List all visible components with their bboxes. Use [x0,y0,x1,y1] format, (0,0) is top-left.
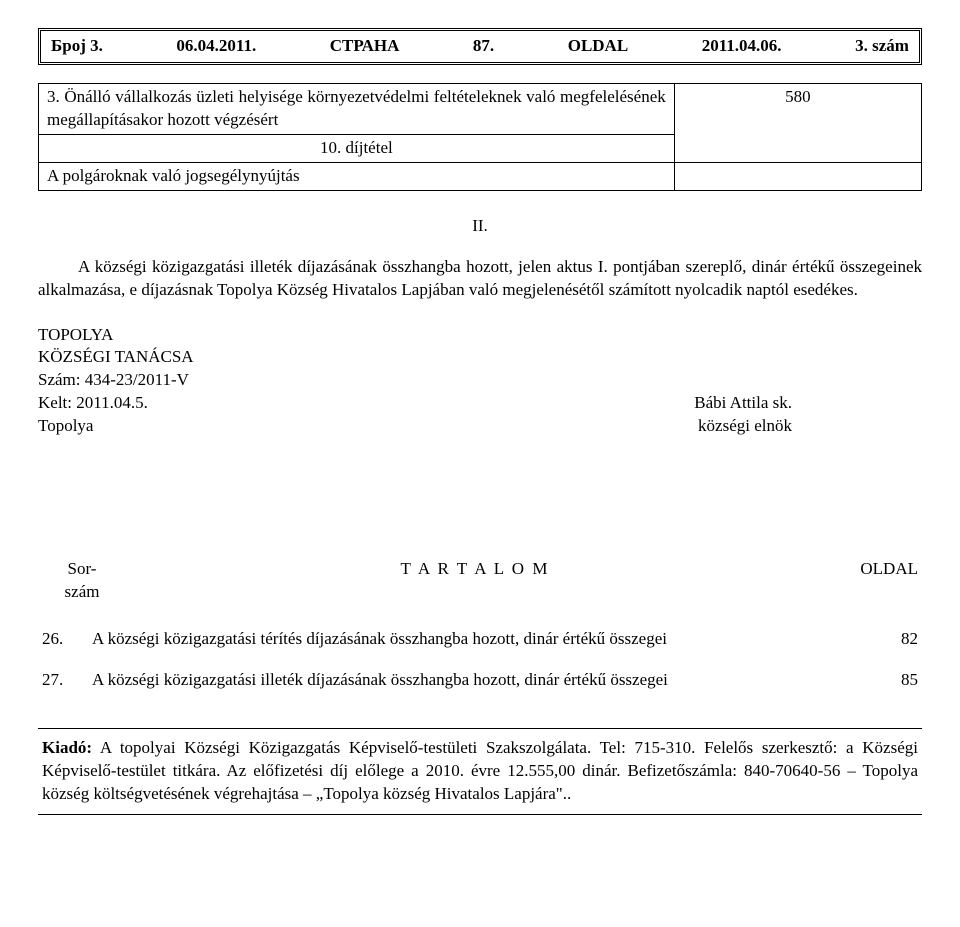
toc-item-text: A községi közigazgatási térítés díjazásá… [92,628,858,651]
toc-sor2: szám [42,581,122,604]
body-paragraph: A községi közigazgatási illeték díjazásá… [38,256,922,302]
hdr-right2: 3. szám [855,35,909,58]
hdr-left2: 06.04.2011. [176,35,256,58]
toc-col-title: T A R T A L O M [122,558,828,604]
hdr-center2: 87. [473,35,494,58]
fee-text-cell: A polgároknak való jogsegélynyújtás [39,162,675,190]
toc-header: Sor- szám T A R T A L O M OLDAL [38,558,922,604]
publisher-text: A topolyai Községi Közigazgatás Képvisel… [42,738,918,803]
sig-org2: KÖZSÉGI TANÁCSA [38,346,922,369]
hdr-center1: СТРАНА [330,35,400,58]
fee-desc-cell: 3. Önálló vállalkozás üzleti helyisége k… [39,83,675,134]
toc-item-num: 26. [42,628,92,651]
toc-item-page: 82 [858,628,918,651]
fee-table: 3. Önálló vállalkozás üzleti helyisége k… [38,83,922,191]
table-row: 3. Önálló vállalkozás üzleti helyisége k… [39,83,922,134]
hdr-center3: OLDAL [568,35,628,58]
toc-col-sorszam: Sor- szám [42,558,122,604]
toc-col-oldal: OLDAL [828,558,918,604]
publisher-box: Kiadó: A topolyai Községi Közigazgatás K… [38,728,922,815]
sig-date: Kelt: 2011.04.5. [38,392,148,415]
publisher-label: Kiadó: [42,738,92,757]
hdr-right1: 2011.04.06. [702,35,782,58]
toc-item-num: 27. [42,669,92,692]
toc-item-page: 85 [858,669,918,692]
sig-number: Szám: 434-23/2011-V [38,369,922,392]
section-number: II. [38,215,922,238]
toc-item: 27. A községi közigazgatási illeték díja… [38,669,922,692]
sig-org1: TOPOLYA [38,324,922,347]
fee-item-desc: Önálló vállalkozás üzleti helyisége körn… [47,87,666,129]
sig-name: Bábi Attila sk. [694,392,922,415]
sig-title: községi elnök [698,415,922,438]
fee-item-num: 3. [47,87,60,106]
signature-block: TOPOLYA KÖZSÉGI TANÁCSA Szám: 434-23/201… [38,324,922,439]
toc-sor1: Sor- [42,558,122,581]
sig-place: Topolya [38,415,93,438]
table-row: A polgároknak való jogsegélynyújtás [39,162,922,190]
toc-item-text: A községi közigazgatási illeték díjazásá… [92,669,858,692]
page-header: Број 3. 06.04.2011. СТРАНА 87. OLDAL 201… [38,28,922,65]
toc-item: 26. A községi közigazgatási térítés díja… [38,628,922,651]
fee-value-cell: 580 [674,83,921,162]
hdr-left1: Број 3. [51,35,103,58]
fee-label-cell: 10. díjtétel [39,134,675,162]
fee-empty-cell [674,162,921,190]
